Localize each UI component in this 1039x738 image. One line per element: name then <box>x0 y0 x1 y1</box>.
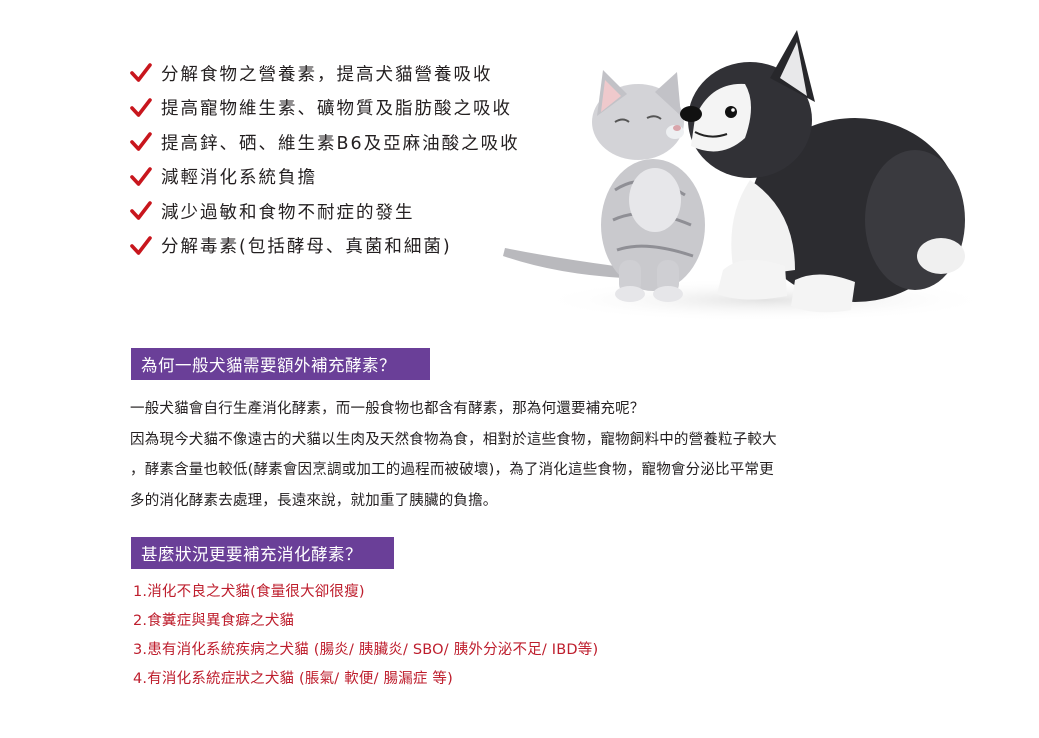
kitten-and-puppy-photo <box>503 30 975 320</box>
section-heading-when: 甚麼狀況更要補充消化酵素？ <box>131 537 394 569</box>
benefit-text: 分解食物之營養素，提高犬貓營養吸收 <box>161 64 493 85</box>
benefit-text: 提高寵物維生素、礦物質及脂肪酸之吸收 <box>161 99 512 120</box>
condition-item: 4.有消化系統症狀之犬貓 (脹氣/ 軟便/ 腸漏症 等) <box>133 671 453 687</box>
benefit-item: 減輕消化系統負擔 <box>130 160 520 195</box>
checkmark-icon <box>130 97 152 117</box>
benefit-text: 減少過敏和食物不耐症的發生 <box>161 202 415 223</box>
benefit-item: 分解毒素(包括酵母、真菌和細菌) <box>130 229 520 264</box>
condition-item: 2.食糞症與異食癖之犬貓 <box>133 613 295 629</box>
checkmark-icon <box>130 235 152 255</box>
paragraph-line: ，酵素含量也較低(酵素會因烹調或加工的過程而被破壞)，為了消化這些食物，寵物會分… <box>130 462 774 478</box>
benefit-item: 減少過敏和食物不耐症的發生 <box>130 194 520 229</box>
paragraph-line: 一般犬貓會自行生產消化酵素，而一般食物也都含有酵素，那為何還要補充呢？ <box>130 401 645 417</box>
checkmark-icon <box>130 132 152 152</box>
conditions-list: 1.消化不良之犬貓(食量很大卻很瘦) 2.食糞症與異食癖之犬貓 3.患有消化系統… <box>133 578 598 694</box>
benefit-text: 減輕消化系統負擔 <box>161 168 317 189</box>
puppy <box>680 30 965 313</box>
section-heading-why: 為何一般犬貓需要額外補充酵素？ <box>131 348 430 380</box>
paragraph-line: 因為現今犬貓不像遠古的犬貓以生肉及天然食物為食，相對於這些食物，寵物飼料中的營養… <box>130 431 777 448</box>
paragraph-line: 多的消化酵素去處理，長遠來說，就加重了胰臟的負擔。 <box>130 492 498 509</box>
benefit-item: 提高鋅、硒、維生素B6及亞麻油酸之吸收 <box>130 125 520 160</box>
benefit-item: 提高寵物維生素、礦物質及脂肪酸之吸收 <box>130 91 520 126</box>
benefit-text: 分解毒素(包括酵母、真菌和細菌) <box>161 237 452 258</box>
checkmark-icon <box>130 166 152 186</box>
condition-item: 1.消化不良之犬貓(食量很大卻很瘦) <box>133 584 365 600</box>
checkmark-icon <box>130 201 152 221</box>
checkmark-icon <box>130 63 152 83</box>
kitten <box>503 70 705 302</box>
benefits-list: 分解食物之營養素，提高犬貓營養吸收 提高寵物維生素、礦物質及脂肪酸之吸收 提高鋅… <box>130 56 520 263</box>
why-paragraph: 一般犬貓會自行生產消化酵素，而一般食物也都含有酵素，那為何還要補充呢？ 因為現今… <box>130 394 900 516</box>
benefit-text: 提高鋅、硒、維生素B6及亞麻油酸之吸收 <box>161 133 520 154</box>
condition-item: 3.患有消化系統疾病之犬貓 (腸炎/ 胰臟炎/ SBO/ 胰外分泌不足/ IBD… <box>133 642 599 658</box>
benefit-item: 分解食物之營養素，提高犬貓營養吸收 <box>130 56 520 91</box>
